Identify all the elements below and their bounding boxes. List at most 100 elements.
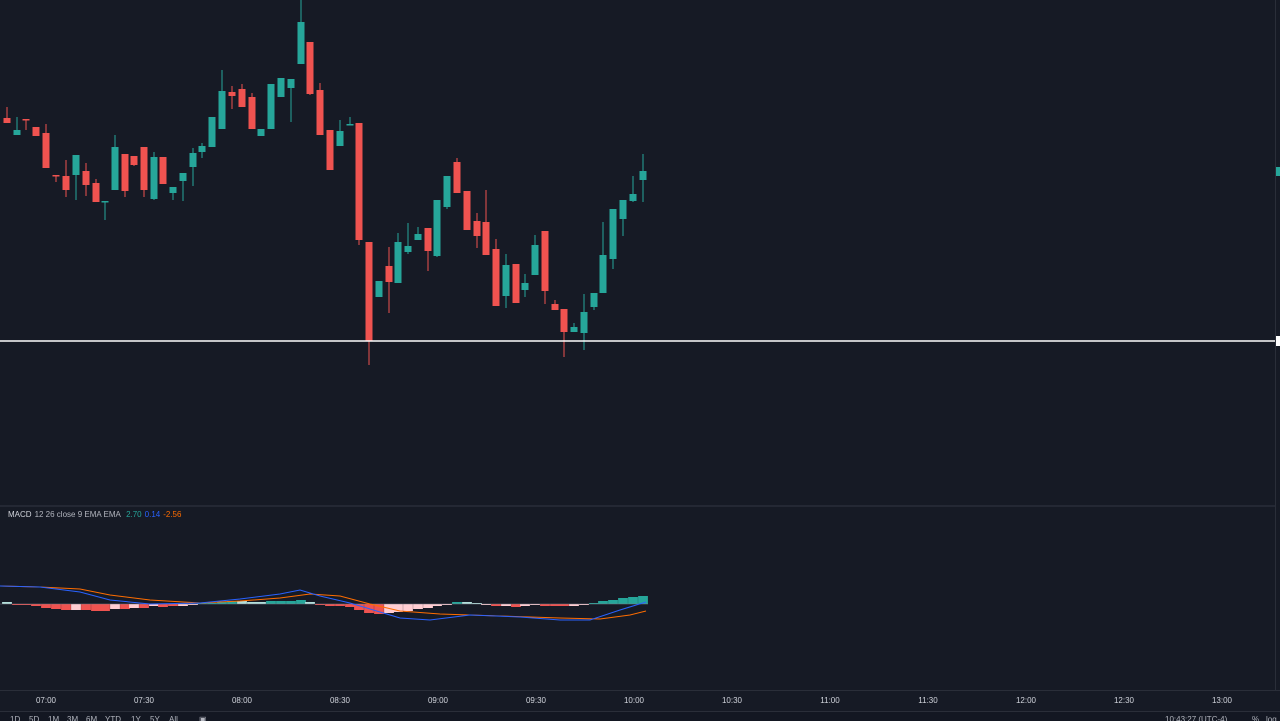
- log-toggle[interactable]: log: [1266, 715, 1277, 721]
- histogram-bar: [423, 604, 433, 608]
- candle: [257, 129, 265, 136]
- signal-line: [0, 585, 647, 620]
- range-button-all[interactable]: All: [169, 715, 178, 721]
- clock-label[interactable]: 10:43:27 (UTC-4): [1165, 715, 1228, 721]
- range-button-1d[interactable]: 1D: [10, 715, 21, 721]
- candle: [228, 86, 236, 109]
- range-button-1m[interactable]: 1M: [48, 715, 60, 721]
- candle: [238, 84, 246, 107]
- histogram-bar: [579, 604, 589, 605]
- candle: [521, 274, 529, 297]
- histogram-bar: [237, 601, 247, 604]
- time-tick: 09:30: [525, 696, 547, 705]
- candle: [13, 117, 21, 135]
- percent-toggle[interactable]: %: [1252, 715, 1260, 721]
- histogram-bar: [315, 604, 325, 605]
- candle: [121, 154, 129, 197]
- histogram-bar: [442, 604, 452, 605]
- candle: [82, 163, 90, 196]
- histogram-bar: [217, 602, 227, 604]
- histogram-bar: [305, 602, 315, 604]
- histogram-bar: [608, 600, 618, 604]
- range-button-3m[interactable]: 3M: [67, 715, 79, 721]
- candle: [570, 323, 578, 332]
- time-tick: 10:30: [721, 696, 743, 705]
- candle: [599, 222, 607, 293]
- candle: [492, 239, 500, 306]
- price-scale[interactable]: [1275, 0, 1280, 690]
- calendar-icon[interactable]: ▣: [199, 715, 207, 721]
- candle: [267, 84, 275, 129]
- range-button-5y[interactable]: 5Y: [150, 715, 160, 721]
- histogram-bar: [296, 600, 306, 604]
- candle: [208, 117, 216, 147]
- candle: [385, 247, 393, 313]
- histogram-bar: [100, 604, 110, 611]
- candle: [473, 213, 481, 248]
- histogram-bar: [256, 602, 266, 604]
- histogram-bar: [569, 604, 579, 606]
- candlestick-chart[interactable]: [0, 0, 1275, 505]
- candle: [609, 209, 617, 269]
- candle: [463, 191, 471, 230]
- range-button-6m[interactable]: 6M: [86, 715, 98, 721]
- candle: [512, 264, 520, 303]
- range-button-ytd[interactable]: YTD: [105, 715, 121, 721]
- histogram-bar: [178, 604, 188, 606]
- candle: [326, 130, 334, 170]
- histogram-bar: [149, 604, 159, 606]
- macd-pane[interactable]: [0, 507, 1275, 690]
- candle: [111, 135, 119, 190]
- candle: [179, 173, 187, 201]
- histogram-bar: [530, 604, 540, 605]
- histogram-bar: [432, 604, 442, 606]
- candle: [424, 228, 432, 271]
- time-tick: 13:00: [1211, 696, 1233, 705]
- pane-separator[interactable]: [0, 505, 1280, 507]
- bottom-toolbar: 1D 5D 1M 3M 6M YTD 1Y 5Y All ▣ 10:43:27 (UTC-4) …: [0, 711, 1280, 721]
- macd-legend[interactable]: MACD 12 26 close 9 EMA EMA 2.70 0.14 -2.56: [8, 510, 184, 519]
- histogram-bar: [129, 604, 139, 608]
- histogram-bar: [511, 604, 521, 607]
- candle: [159, 157, 167, 184]
- histogram-bar: [413, 604, 423, 609]
- candle: [560, 309, 568, 357]
- candle: [169, 187, 177, 200]
- range-button-1y[interactable]: 1Y: [131, 715, 141, 721]
- time-axis[interactable]: 07:00 07:30 08:00 08:30 09:00 09:30 10:00 10:30…: [0, 690, 1280, 711]
- histogram-bar: [12, 604, 22, 605]
- time-tick: 07:30: [133, 696, 155, 705]
- histogram-bar: [374, 604, 384, 614]
- macd-line-value: 0.14: [144, 510, 161, 519]
- candle: [72, 155, 80, 200]
- range-button-5d[interactable]: 5D: [29, 715, 40, 721]
- histogram-bar: [628, 597, 638, 604]
- candle: [365, 242, 373, 365]
- histogram-bar: [550, 604, 560, 606]
- horizontal-line-marker[interactable]: [1276, 336, 1280, 346]
- candle: [62, 160, 70, 197]
- candle: [619, 200, 627, 236]
- candle: [355, 123, 363, 245]
- candle: [414, 227, 422, 240]
- candle: [336, 120, 344, 146]
- histogram-bar: [207, 603, 217, 604]
- histogram-bar: [188, 604, 198, 605]
- candle: [52, 175, 60, 182]
- histogram-bar: [345, 604, 355, 607]
- histogram-bar: [393, 604, 403, 612]
- macd-chart[interactable]: [0, 507, 1275, 690]
- candle: [277, 78, 285, 97]
- histogram-bar: [501, 604, 511, 606]
- histogram-bar: [354, 604, 364, 610]
- time-tick: 08:00: [231, 696, 253, 705]
- histogram-bar: [618, 598, 628, 604]
- histogram-bar: [197, 603, 207, 604]
- histogram-bar: [335, 604, 345, 606]
- macd-line: [0, 585, 647, 621]
- price-pane[interactable]: [0, 0, 1275, 505]
- time-tick: 09:00: [427, 696, 449, 705]
- histogram-bar: [452, 602, 462, 604]
- candle: [92, 179, 100, 202]
- macd-histogram-value: 2.70: [126, 510, 142, 519]
